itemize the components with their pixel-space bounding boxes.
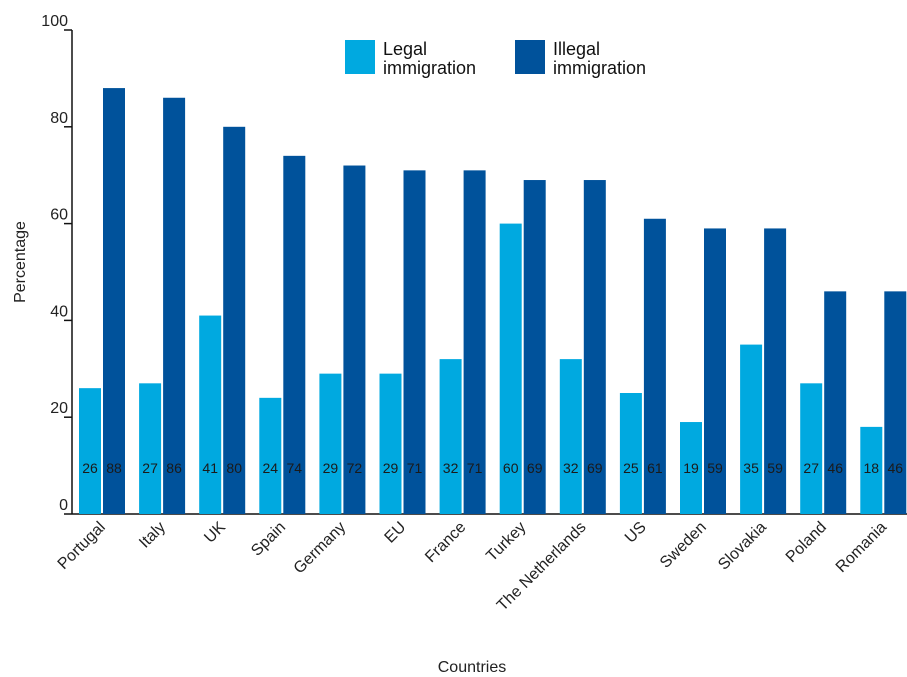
y-ticks: 0 20 40 60 80 100 [41,13,72,515]
bar-legal [800,383,823,514]
bar-legal [439,359,462,514]
category-label: Poland [783,519,830,566]
category-label: US [622,519,650,547]
category-label: Romania [833,519,890,576]
bars [79,88,907,515]
category-label: Turkey [483,519,529,565]
y-tick-label: 100 [41,13,68,30]
bar-value-label: 60 [503,460,519,476]
bar-value-label: 80 [226,460,242,476]
bar-value-label: 19 [683,460,699,476]
value-labels: 26 88 27 86 41 80 24 74 29 72 29 71 32 71 60 69 32 69 25 61… [82,460,903,476]
legend-swatch-legal [345,40,375,74]
bar-illegal [884,291,907,514]
y-axis-title: Percentage [12,221,29,303]
y-tick-label: 40 [50,303,68,320]
bar-legal [680,422,702,514]
y-tick-label: 20 [50,400,68,417]
bar-illegal [163,97,186,514]
category-label: Germany [291,519,350,578]
bar-illegal [463,170,486,515]
category-label: EU [382,519,410,547]
category-label: Slovakia [715,519,770,574]
bar-legal [79,388,101,514]
bar-illegal [704,228,726,514]
bar-value-label: 24 [263,460,279,476]
bar-legal [499,223,522,514]
bar-value-label: 71 [407,460,423,476]
y-tick-label: 60 [50,207,68,224]
bar-value-label: 72 [347,460,363,476]
bar-legal [139,383,162,514]
bar-illegal [643,218,666,514]
bar-value-label: 69 [527,460,543,476]
bar-value-label: 46 [888,460,904,476]
category-labels: Portugal Italy UK Spain Germany EU France Turke… [55,519,891,615]
legend-label: immigration [553,58,646,78]
bar-illegal [523,180,546,515]
y-tick-label: 80 [50,110,68,127]
bar-value-label: 35 [743,460,759,476]
bar-value-label: 71 [467,460,483,476]
bar-illegal [583,180,606,515]
bar-legal [740,344,763,514]
bar-value-label: 59 [707,460,723,476]
bar-legal [559,359,582,514]
bar-value-label: 32 [443,460,459,476]
x-axis-title: Countries [438,659,506,676]
bar-value-label: 69 [587,460,603,476]
bar-value-label: 25 [623,460,639,476]
category-label: Sweden [657,519,710,572]
bar-value-label: 74 [287,460,303,476]
bar-value-label: 88 [106,460,122,476]
bar-value-label: 29 [383,460,399,476]
bar-illegal [103,88,125,514]
legend-swatch-illegal [515,40,545,74]
bar-illegal [283,155,306,514]
y-tick-label: 0 [59,497,68,514]
bar-value-label: 27 [803,460,819,476]
legend-label: Illegal [553,39,600,59]
bar-value-label: 61 [647,460,663,476]
legend-label: Legal [383,39,427,59]
bar-legal [259,397,282,514]
category-label: UK [201,519,229,547]
bar-legal [379,373,402,514]
legend-label: immigration [383,58,476,78]
category-label: Portugal [55,519,109,573]
bar-legal [199,315,222,514]
bar-value-label: 86 [166,460,182,476]
bar-illegal [824,291,847,514]
bar-legal [619,393,642,514]
bar-value-label: 59 [767,460,783,476]
bar-value-label: 26 [82,460,98,476]
bar-value-label: 29 [323,460,339,476]
bar-legal [319,373,342,514]
bar-illegal [403,170,426,515]
bar-value-label: 18 [864,460,880,476]
category-label: France [422,519,469,566]
bar-illegal [343,165,366,514]
bar-value-label: 46 [827,460,843,476]
bar-value-label: 27 [142,460,158,476]
bar-illegal [764,228,787,514]
bar-value-label: 32 [563,460,579,476]
bar-illegal [223,126,246,515]
category-label: Italy [136,519,169,552]
category-label: Spain [248,519,289,560]
bar-value-label: 41 [202,460,218,476]
bar-legal [860,426,883,514]
